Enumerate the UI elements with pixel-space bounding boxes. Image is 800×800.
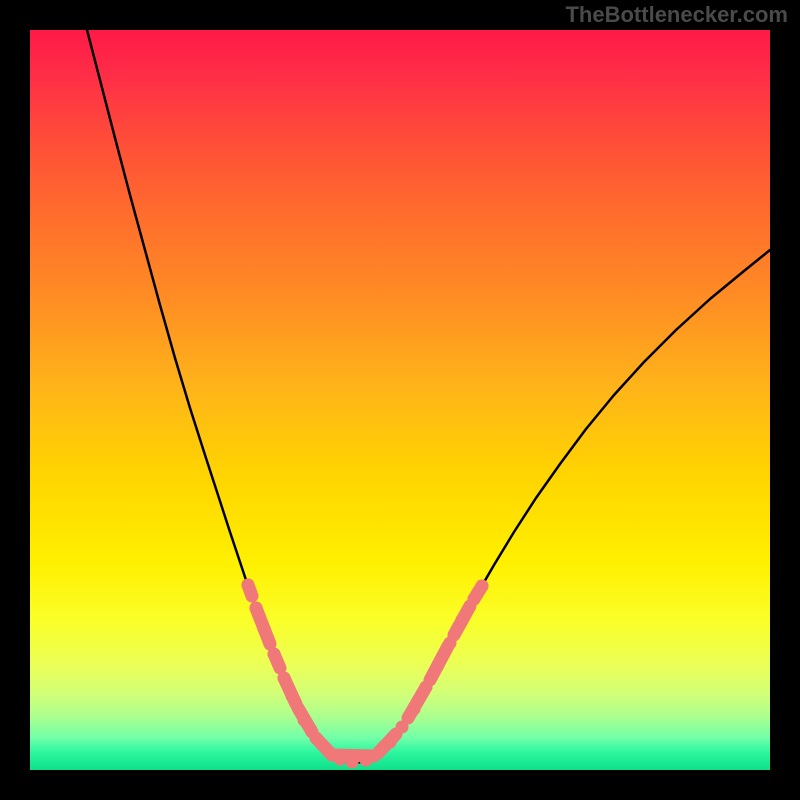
highlight-marker [242, 579, 255, 592]
highlight-marker [360, 754, 373, 767]
highlight-marker [346, 756, 359, 769]
highlight-marker [278, 672, 291, 685]
highlight-marker [258, 623, 271, 636]
highlight-marker [420, 681, 433, 694]
highlight-marker [444, 637, 457, 650]
highlight-marker [468, 593, 481, 606]
highlight-marker [408, 703, 421, 716]
chart-frame: TheBottlenecker.com [0, 0, 800, 800]
highlight-marker [286, 690, 299, 703]
highlight-marker [456, 614, 469, 627]
highlight-marker [298, 714, 311, 727]
highlight-marker [432, 659, 445, 672]
highlight-marker [334, 753, 347, 766]
highlight-marker [476, 580, 489, 593]
highlight-marker [268, 648, 281, 661]
watermark-text: TheBottlenecker.com [565, 2, 788, 28]
highlight-marker [372, 747, 385, 760]
highlight-marker [310, 732, 323, 745]
bottleneck-curve [87, 30, 770, 763]
highlight-marker [396, 721, 409, 734]
highlight-marker [384, 736, 397, 749]
highlight-band [242, 579, 489, 769]
plot-area [30, 30, 770, 770]
curve-layer [30, 30, 770, 770]
highlight-marker [250, 602, 263, 615]
